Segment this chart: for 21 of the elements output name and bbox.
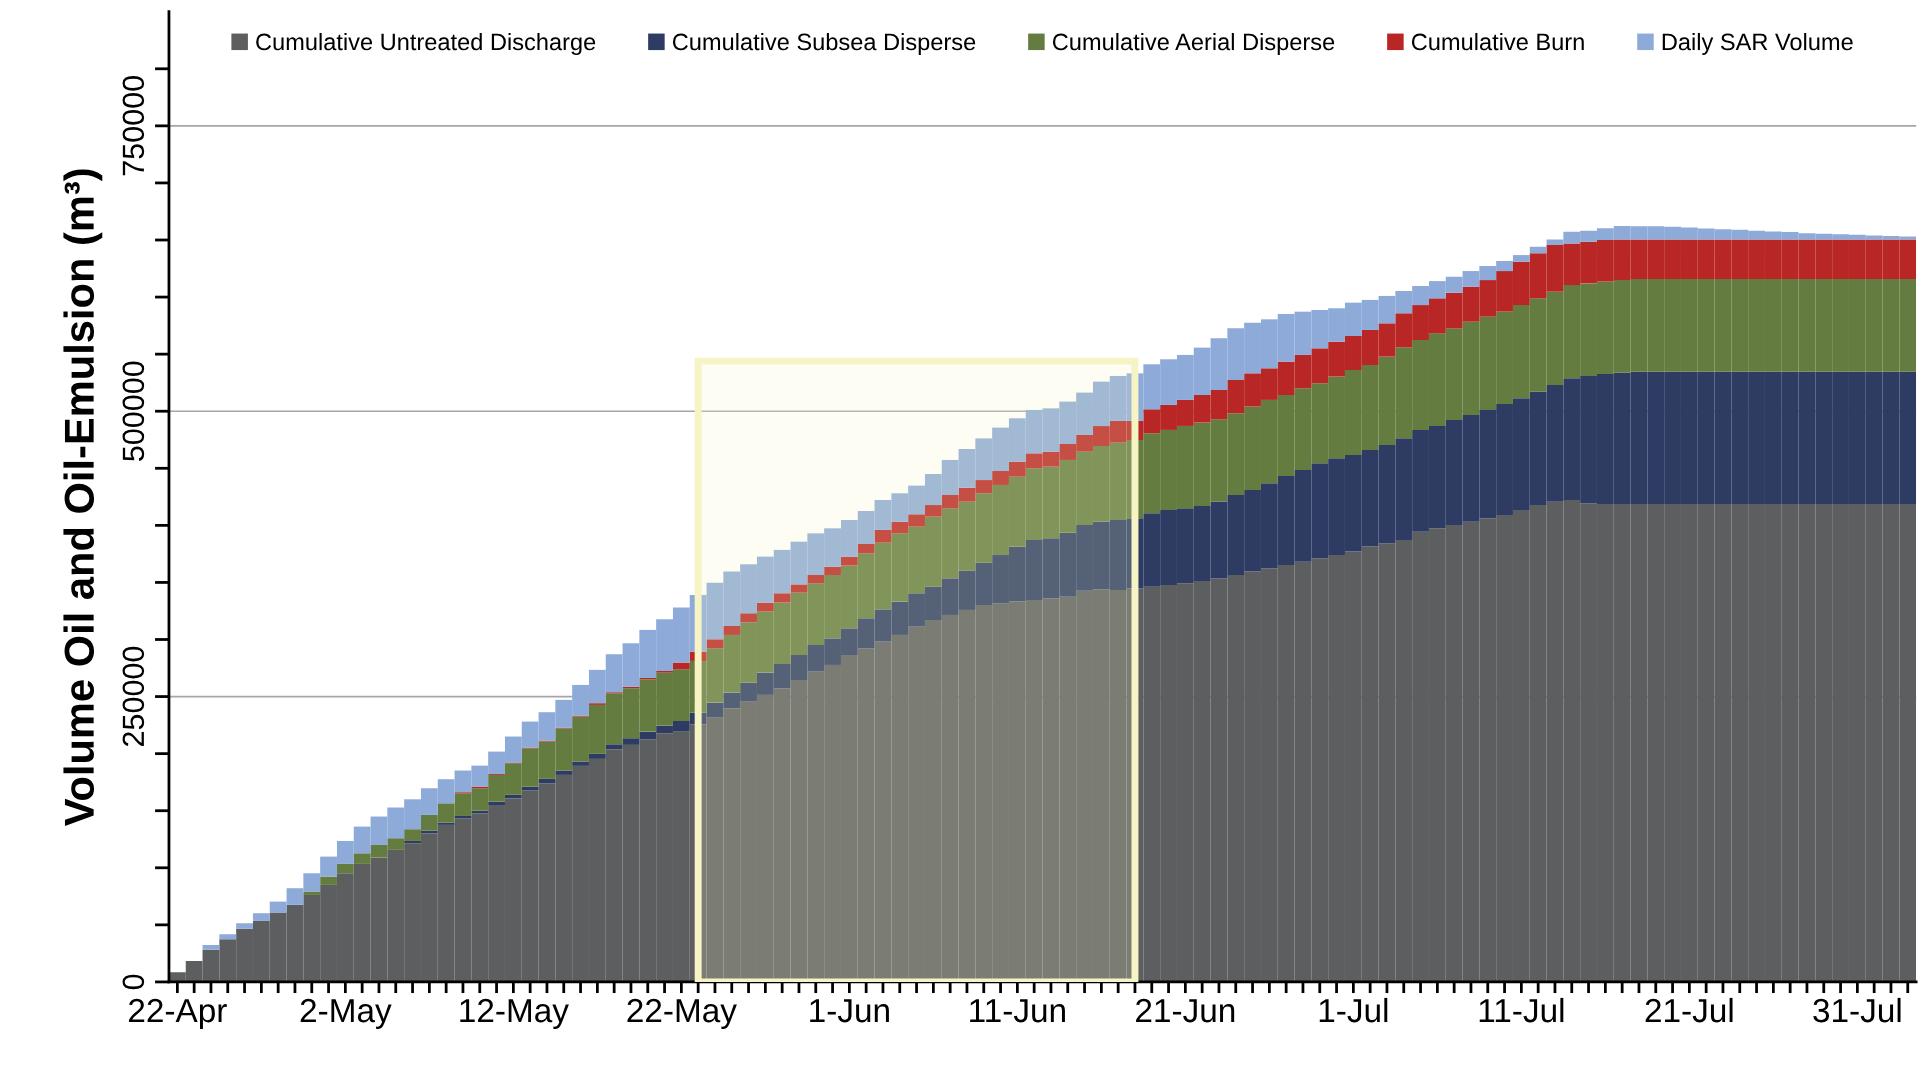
x-tick-label: 11-Jun xyxy=(970,999,1065,1023)
x-tick-label: 1-Jun xyxy=(810,999,889,1023)
y-tick-label: 0 xyxy=(122,974,145,990)
x-tick-label: 21-Jun xyxy=(1136,998,1235,1023)
x-tick-label: 22-Apr xyxy=(129,998,227,1029)
legend-label: Cumulative Aerial Disperse xyxy=(1052,32,1335,55)
y-tick-label: 750000 xyxy=(122,76,145,176)
x-tick-label: 1-Jul xyxy=(1319,997,1388,1023)
legend-label: Cumulative Burn xyxy=(1411,32,1584,51)
y-tick-label: 500000 xyxy=(122,361,145,461)
x-tick-label: 22-May xyxy=(627,998,737,1029)
y-axis-title: Volume Oil and Oil-Emulsion (m³) xyxy=(63,169,103,827)
x-tick-label: 21-Jul xyxy=(1645,997,1733,1023)
legend-label: Cumulative Untreated Discharge xyxy=(256,32,596,55)
x-tick-label: 2-May xyxy=(300,998,392,1029)
legend-label: Cumulative Subsea Disperse xyxy=(672,32,976,55)
x-tick-label: 31-Jul xyxy=(1813,997,1901,1023)
x-tick-label: 12-May xyxy=(460,998,569,1029)
y-tick-label: 250000 xyxy=(122,646,145,747)
legend-label: Daily SAR Volume xyxy=(1662,32,1853,55)
x-tick-label: 11-Jul xyxy=(1479,997,1564,1023)
